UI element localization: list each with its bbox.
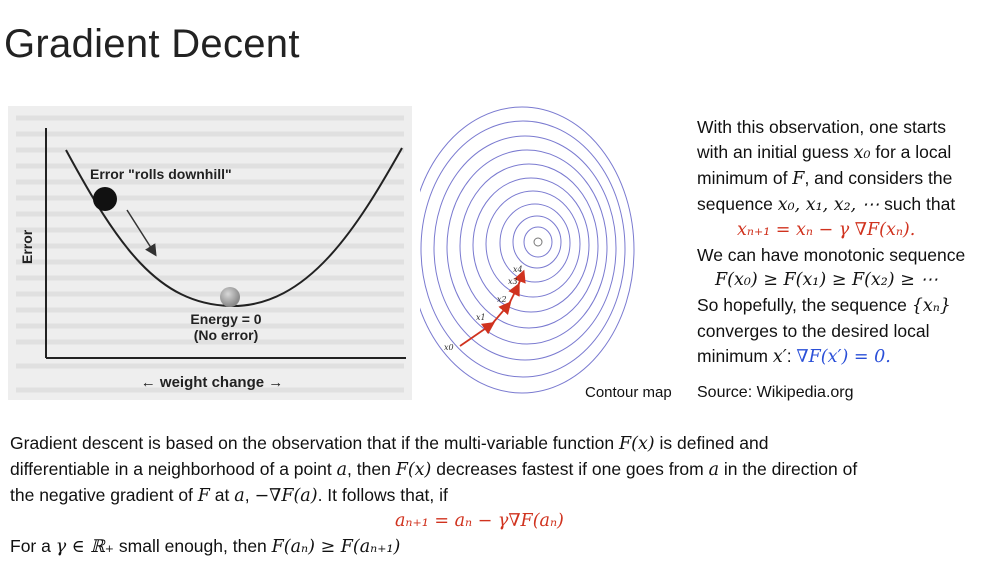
faded-text-lines [16,115,404,393]
contour-map: x0 x1 x2 x3 x4 [420,106,635,394]
label-x2: x2 [497,295,507,304]
slide-title: Gradient Decent [4,22,300,66]
right-line-4: sequence x₀, x₁, x₂, ⋯ such that [697,194,956,215]
descent-path [459,269,526,347]
path-labels: x0 x1 x2 x3 x4 [444,265,523,352]
right-line-6: So hopefully, the sequence {xₙ} [697,295,951,316]
resting-ball [220,287,240,307]
update-formula: xₙ₊₁ = xₙ − γ ∇F(xₙ). [737,220,916,240]
right-line-5: We can have monotonic sequence [697,245,966,265]
error-rolls-label: Error "rolls downhill" [90,166,232,182]
figure-background [8,106,412,400]
right-line-1: With this observation, one starts [697,117,946,137]
label-x0: x0 [444,343,454,352]
x0-symbol: x₀ [853,143,871,163]
right-line-8: minimum x′: ∇F(x′) = 0. [697,346,891,367]
label-x3: x3 [508,277,518,286]
label-x4: x4 [513,265,523,274]
bottom-text-block: Gradient descent is based on the observa… [10,431,1005,560]
contour-lines [420,106,635,394]
bottom-line-1: Gradient descent is based on the observa… [10,433,769,454]
source-caption: Source: Wikipedia.org [697,384,854,401]
x-axis-label: ← weight change → [141,374,284,391]
label-x1: x1 [476,313,486,322]
bottom-line-4: For a γ ∈ ℝ₊ small enough, then F(aₙ) ≥ … [10,536,401,557]
rolling-ball [93,187,117,211]
bottom-line-2: differentiable in a neighborhood of a po… [10,459,858,480]
bottom-line-3: the negative gradient of F at a, −∇F(a).… [10,485,448,506]
no-error-label: (No error) [194,327,259,343]
right-line-2: with an initial guess x₀ for a local [697,142,952,163]
downhill-arrow [126,209,157,257]
right-line-3: minimum of F, and considers the [697,168,953,189]
minimum-point [533,237,543,247]
right-line-7: converges to the desired local [697,321,930,341]
monotonic-formula: F(x₀) ≥ F(x₁) ≥ F(x₂) ≥ ⋯ [715,270,938,290]
zero-gradient-formula: ∇F(x′) = 0. [796,347,891,367]
right-text-block: With this observation, one starts with a… [697,115,1002,370]
bottom-update-formula: aₙ₊₁ = aₙ − γ∇F(aₙ) [395,511,564,531]
error-curve-figure: Error "rolls downhill" Error Energy = 0 … [8,106,412,400]
y-axis-label: Error [19,229,35,264]
energy-label: Energy = 0 [190,311,261,327]
contour-caption: Contour map [585,384,672,401]
